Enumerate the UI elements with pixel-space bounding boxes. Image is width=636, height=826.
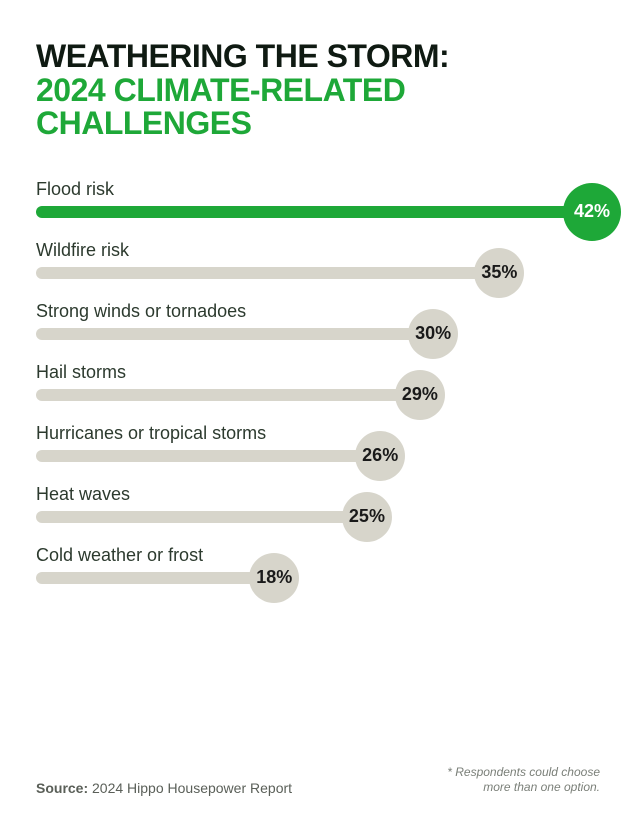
bar-row: Hail storms 29% xyxy=(36,362,600,401)
bar-fill xyxy=(36,206,592,218)
bar-track: 18% xyxy=(36,572,600,584)
bar-row: Heat waves 25% xyxy=(36,484,600,523)
bar-fill xyxy=(36,267,499,279)
bar-row: Flood risk 42% xyxy=(36,179,600,218)
value-circle: 42% xyxy=(563,183,621,241)
value-circle: 29% xyxy=(395,370,445,420)
bar-row: Cold weather or frost 18% xyxy=(36,545,600,584)
value-circle: 18% xyxy=(249,553,299,603)
bar-track: 35% xyxy=(36,267,600,279)
bar-label: Hurricanes or tropical storms xyxy=(36,423,600,444)
bar-fill xyxy=(36,511,367,523)
bar-label: Strong winds or tornadoes xyxy=(36,301,600,322)
footnote: * Respondents could choose more than one… xyxy=(447,765,600,796)
source-label: Source: xyxy=(36,780,88,796)
value-circle: 30% xyxy=(408,309,458,359)
value-circle: 35% xyxy=(474,248,524,298)
bar-fill xyxy=(36,389,420,401)
source-text: 2024 Hippo Housepower Report xyxy=(92,780,292,796)
footnote-line1: * Respondents could choose xyxy=(447,765,600,781)
bar-track: 25% xyxy=(36,511,600,523)
bar-label: Cold weather or frost xyxy=(36,545,600,566)
bar-fill xyxy=(36,328,433,340)
bar-row: Wildfire risk35% xyxy=(36,240,600,279)
bar-track: 42% xyxy=(36,206,600,218)
bar-track: 26% xyxy=(36,450,600,462)
bar-track: 29% xyxy=(36,389,600,401)
footer: Source: 2024 Hippo Housepower Report * R… xyxy=(36,765,600,796)
bar-fill xyxy=(36,572,274,584)
bar-row: Hurricanes or tropical storms 26% xyxy=(36,423,600,462)
source-citation: Source: 2024 Hippo Housepower Report xyxy=(36,780,292,796)
value-circle: 25% xyxy=(342,492,392,542)
bar-label: Hail storms xyxy=(36,362,600,383)
title-line2: 2024 CLIMATE-RELATED CHALLENGES xyxy=(36,74,600,141)
bar-fill xyxy=(36,450,380,462)
bar-label: Heat waves xyxy=(36,484,600,505)
bar-label: Flood risk xyxy=(36,179,600,200)
footnote-line2: more than one option. xyxy=(447,780,600,796)
title-line1: WEATHERING THE STORM: xyxy=(36,40,600,74)
bar-chart: Flood risk 42% Wildfire risk35% Strong wind… xyxy=(36,179,600,584)
bar-row: Strong winds or tornadoes 30% xyxy=(36,301,600,340)
value-circle: 26% xyxy=(355,431,405,481)
bar-track: 30% xyxy=(36,328,600,340)
